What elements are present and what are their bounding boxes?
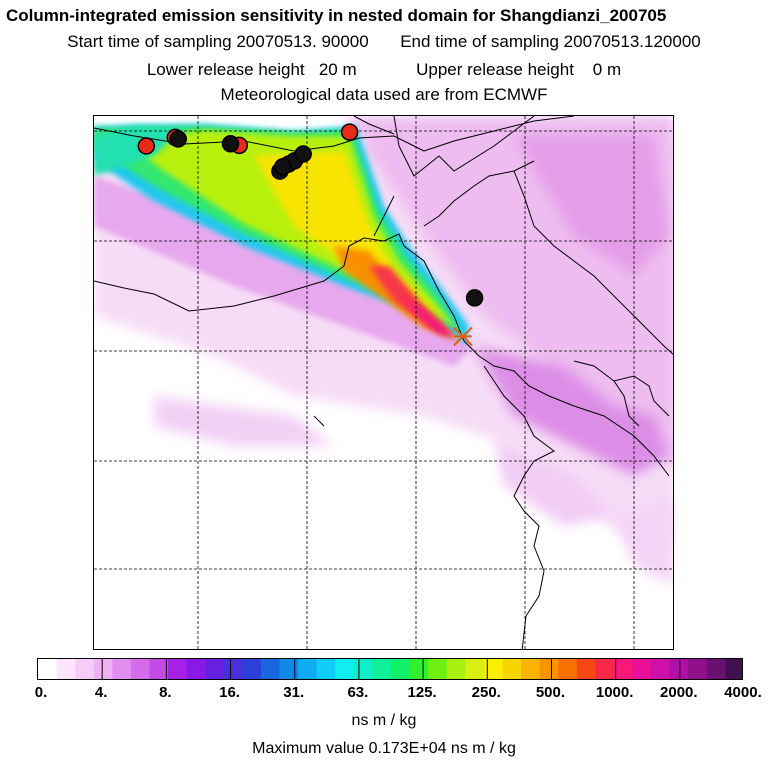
colorbar-segment [316, 659, 336, 679]
colorbar-segment [669, 659, 689, 679]
colorbar-tick-label: 1000. [595, 684, 634, 701]
colorbar-segment [539, 659, 559, 679]
colorbar-segment [75, 659, 95, 679]
figure-title: Column-integrated emission sensitivity i… [6, 6, 667, 25]
trajectory-marker [221, 135, 240, 153]
colorbar-segment [595, 659, 615, 679]
colorbar-segment [483, 659, 504, 679]
colorbar-segment [688, 659, 708, 679]
upper-release-height-label: Upper release height 0 m [416, 60, 622, 79]
trajectory-marker [294, 145, 312, 163]
colorbar-segment [38, 659, 58, 679]
colorbar-segment [428, 659, 448, 679]
colorbar-segment [112, 659, 132, 679]
colorbar-segment [353, 659, 374, 679]
graticule [94, 116, 673, 649]
colorbar-segment [651, 659, 671, 679]
end-time-label: End time of sampling 20070513.120000 [400, 32, 701, 51]
colorbar-segment [186, 659, 206, 679]
colorbar-segment [632, 659, 652, 679]
trajectory-marker [137, 137, 156, 155]
trajectory-markers [137, 123, 484, 307]
sensitivity-map [94, 116, 673, 649]
colorbar-segment [223, 659, 243, 679]
release-height-line: Lower release height 20 m Upper release … [0, 60, 768, 80]
colorbar-segment [409, 659, 429, 679]
receptor-site [453, 326, 473, 347]
colorbar-segment [446, 659, 466, 679]
met-data-label: Meteorological data used are from ECMWF [220, 85, 548, 104]
trajectory-marker [169, 130, 187, 148]
sampling-times-line: Start time of sampling 20070513. 90000 E… [0, 32, 768, 52]
colorbar-segment [149, 659, 169, 679]
colorbar-segment [56, 659, 76, 679]
colorbar-segment [391, 659, 411, 679]
colorbar-segment [298, 659, 318, 679]
colorbar [37, 658, 743, 680]
colorbar-segment [168, 659, 188, 679]
colorbar-tick-label: 16. [219, 684, 240, 701]
colorbar-segment [706, 659, 727, 679]
max-value-label: Maximum value 0.173E+04 ns m / kg [252, 740, 516, 757]
colorbar-segment [93, 659, 113, 679]
colorbar-segment [335, 659, 355, 679]
colorbar-tick-label: 4000. [724, 684, 762, 701]
colorbar-segment [725, 659, 742, 679]
colorbar-tick-label: 8. [159, 684, 172, 701]
map-panel [93, 115, 674, 650]
start-time-label: Start time of sampling 20070513. 90000 [67, 32, 369, 51]
colorbar-tick-label: 63. [347, 684, 369, 701]
colorbar-segment [613, 659, 634, 679]
lower-release-height-label: Lower release height 20 m [146, 60, 357, 79]
colorbar-tick-label: 2000. [660, 684, 698, 701]
colorbar-segment [372, 659, 392, 679]
trajectory-marker [340, 123, 359, 141]
sensitivity-field [94, 116, 673, 586]
colorbar-segment [279, 659, 299, 679]
colorbar-segment [205, 659, 225, 679]
colorbar-segment [260, 659, 281, 679]
colorbar-tick-label: 31. [283, 684, 305, 701]
colorbar-tick-label: 125. [407, 684, 437, 701]
colorbar-tick-label: 500. [535, 684, 566, 701]
colorbar-segment [242, 659, 262, 679]
colorbar-segment [465, 659, 485, 679]
colorbar-unit-label: ns m / kg [351, 712, 417, 729]
trajectory-marker [274, 158, 292, 176]
colorbar-segment [130, 659, 151, 679]
colorbar-tick-label: 4. [94, 684, 108, 701]
colorbar-segment [521, 659, 541, 679]
colorbar-segment [502, 659, 522, 679]
colorbar-tick-label: 0. [34, 684, 48, 701]
colorbar-tick-label: 250. [471, 684, 501, 701]
colorbar-segment [576, 659, 596, 679]
colorbar-segment [558, 659, 578, 679]
trajectory-marker [465, 289, 484, 307]
